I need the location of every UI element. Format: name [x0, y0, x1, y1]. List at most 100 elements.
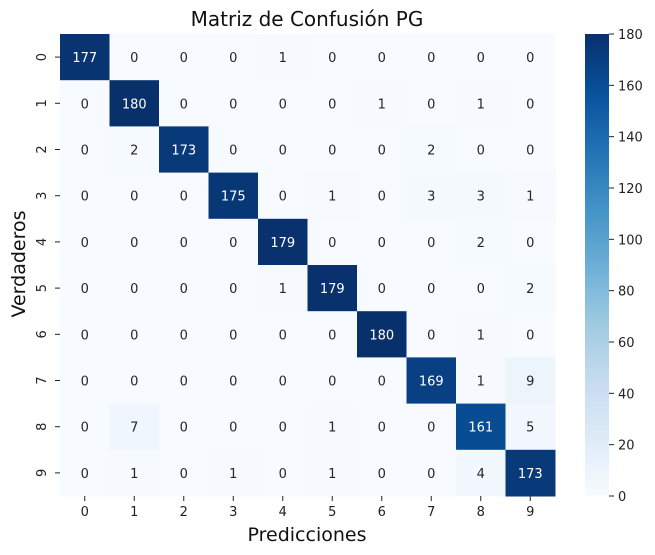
cell-value-label: 0 — [526, 144, 534, 159]
cell-value-label: 0 — [279, 328, 287, 343]
cell-value-label: 0 — [81, 375, 89, 390]
cell-value-label: 0 — [180, 51, 188, 66]
heatmap-cell — [109, 218, 160, 266]
heatmap-cell — [357, 34, 407, 81]
cell-value-label: 0 — [328, 328, 336, 343]
cell-value-label: 0 — [279, 190, 287, 205]
heatmap-cell — [406, 403, 457, 451]
cell-value-label: 0 — [328, 236, 336, 251]
cell-value-label: 1 — [328, 190, 336, 205]
heatmap-cell — [505, 265, 556, 312]
colorbar-tick-label: 100 — [618, 233, 643, 248]
cell-value-label: 1 — [279, 51, 287, 66]
heatmap-cell — [109, 34, 160, 81]
y-tick-label: 7 — [35, 376, 50, 384]
heatmap-cell — [109, 265, 160, 312]
cell-value-label: 0 — [130, 190, 138, 205]
heatmap-cell — [505, 311, 556, 358]
cell-value-label: 2 — [130, 144, 138, 159]
cell-value-label: 0 — [81, 144, 89, 159]
heatmap-cell — [109, 403, 160, 451]
heatmap-cell — [307, 172, 358, 220]
heatmap-cell — [357, 449, 407, 497]
heatmap-cell — [456, 172, 506, 220]
x-tick-label: 4 — [279, 505, 287, 520]
cell-value-label: 0 — [526, 97, 534, 112]
heatmap-cell — [406, 265, 457, 312]
cell-value-label: 0 — [130, 51, 138, 66]
heatmap-cell — [307, 265, 358, 312]
heatmap-cell — [505, 126, 556, 174]
heatmap-cell — [60, 311, 110, 358]
cell-value-label: 0 — [81, 236, 89, 251]
colorbar-tick-label: 60 — [618, 336, 635, 351]
cell-value-label: 179 — [270, 236, 295, 251]
heatmap-cell — [456, 126, 506, 174]
heatmap-cell — [60, 172, 110, 220]
heatmap-cell — [357, 357, 407, 405]
cell-value-label: 0 — [378, 421, 386, 436]
heatmap-cells: 177 0 0 0 1 0 0 0 0 00 180 0 0 0 0 1 0 1 00 2 173 0 0 0 0 2 0 00 0 0 1… — [60, 34, 556, 497]
heatmap-cell — [60, 449, 110, 497]
cell-value-label: 0 — [81, 467, 89, 482]
heatmap-cell — [456, 34, 506, 81]
heatmap-cell — [505, 218, 556, 266]
heatmap-cell — [406, 34, 457, 81]
cell-value-label: 0 — [526, 236, 534, 251]
heatmap-cell — [307, 357, 358, 405]
heatmap-cell — [406, 80, 457, 127]
cell-value-label: 0 — [130, 328, 138, 343]
heatmap-cell — [109, 172, 160, 220]
heatmap-cell — [60, 403, 110, 451]
cell-value-label: 169 — [419, 375, 444, 390]
cell-value-label: 0 — [279, 144, 287, 159]
cell-value-label: 0 — [378, 51, 386, 66]
heatmap-cell — [159, 449, 209, 497]
heatmap-cell — [109, 357, 160, 405]
heatmap-cell — [208, 311, 259, 358]
cell-value-label: 0 — [526, 51, 534, 66]
heatmap-cell — [456, 403, 506, 451]
y-tick-label: 6 — [35, 330, 50, 338]
y-tick-label: 5 — [35, 284, 50, 292]
cell-value-label: 0 — [328, 51, 336, 66]
heatmap-cell — [258, 34, 308, 81]
y-tick-label: 4 — [35, 238, 50, 246]
cell-value-label: 173 — [518, 467, 543, 482]
heatmap-cell — [109, 126, 160, 174]
heatmap-cell — [406, 449, 457, 497]
heatmap-cell — [159, 172, 209, 220]
cell-value-label: 0 — [229, 51, 237, 66]
cell-value-label: 5 — [526, 421, 534, 436]
cell-value-label: 0 — [180, 190, 188, 205]
colorbar-tick-label: 80 — [618, 285, 635, 300]
colorbar-tick-label: 140 — [618, 131, 643, 146]
cell-value-label: 0 — [279, 375, 287, 390]
heatmap-cell — [208, 126, 259, 174]
colorbar-tick-label: 120 — [618, 182, 643, 197]
heatmap-cell — [258, 265, 308, 312]
heatmap-cell — [60, 218, 110, 266]
heatmap-cell — [307, 403, 358, 451]
cell-value-label: 2 — [427, 144, 435, 159]
cell-value-label: 1 — [328, 467, 336, 482]
heatmap-cell — [505, 80, 556, 127]
colorbar-ticks: 0 20 40 60 80 100 120 140 160 180 — [609, 28, 643, 505]
cell-value-label: 0 — [378, 375, 386, 390]
cell-value-label: 7 — [130, 421, 138, 436]
heatmap-cell — [505, 449, 556, 497]
heatmap-cell — [60, 80, 110, 127]
cell-value-label: 0 — [81, 97, 89, 112]
cell-value-label: 0 — [180, 282, 188, 297]
cell-value-label: 0 — [378, 144, 386, 159]
cell-value-label: 0 — [427, 51, 435, 66]
cell-value-label: 0 — [427, 282, 435, 297]
heatmap-cell — [406, 311, 457, 358]
cell-value-label: 1 — [526, 190, 534, 205]
heatmap-cell — [159, 403, 209, 451]
cell-value-label: 1 — [378, 97, 386, 112]
cell-value-label: 0 — [477, 282, 485, 297]
x-axis-title: Predicciones — [248, 524, 367, 546]
cell-value-label: 1 — [477, 328, 485, 343]
